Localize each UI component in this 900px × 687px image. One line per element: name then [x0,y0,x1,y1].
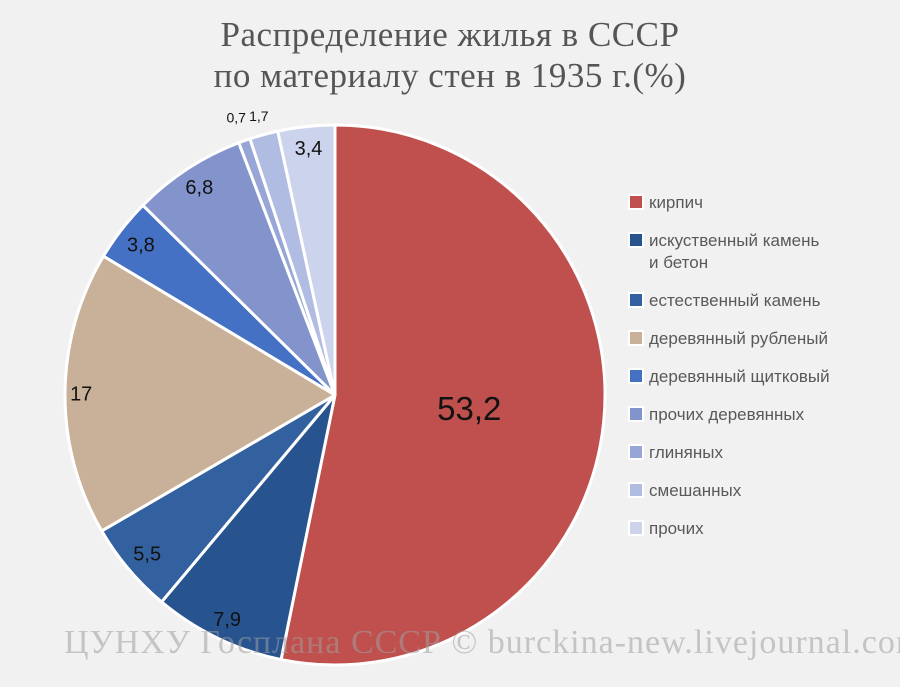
legend-label: прочих деревянных [649,405,805,424]
pie-slice [160,393,337,662]
slice-value-label: 0,7 [226,110,246,126]
legend-item: деревянный щитковый [630,366,892,388]
legend-label: естественный камень [649,291,821,310]
legend-swatch [630,294,642,306]
pie-slice [276,123,337,397]
legend-label: деревянный рубленый [649,329,828,348]
slice-value-label: 53,2 [437,390,501,427]
legend-item: прочих [630,518,892,540]
legend-swatch [630,446,642,458]
chart-title: Распределение жилья в СССР по материалу … [0,14,900,96]
legend-label: смешанных [649,481,742,500]
pie-slice [141,141,337,397]
slice-value-label: 1,7 [249,108,269,124]
legend-swatch [630,408,642,420]
legend-item: естественный камень [630,290,892,312]
legend-label: деревянный щитковый [649,367,830,386]
legend-label: искуственный камень и бетон [649,231,820,272]
watermark: ЦУНХУ Госплана СССР © burckina-new.livej… [64,624,900,661]
slice-value-label: 6,8 [185,177,213,199]
legend-label: глиняных [649,443,723,462]
legend-label: прочих [649,519,704,538]
legend-item: кирпич [630,192,892,214]
legend-item: прочих деревянных [630,404,892,426]
legend-item: глиняных [630,442,892,464]
legend-swatch [630,522,642,534]
legend-label: кирпич [649,193,703,212]
slice-value-label: 3,8 [127,234,155,256]
slice-value-label: 7,9 [213,609,241,631]
legend-item: смешанных [630,480,892,502]
chart-title-line1: Распределение жилья в СССР [220,15,680,54]
legend-swatch [630,234,642,246]
pie-slice [63,254,337,533]
legend-swatch [630,196,642,208]
slice-value-label: 17 [70,383,92,405]
legend-swatch [630,484,642,496]
legend-item: искуственный камень и бетон [630,230,892,274]
pie-slice [279,123,607,667]
legend: кирпич искуственный камень и бетон естеств… [630,192,892,540]
legend-item: деревянный рубленый [630,328,892,350]
slice-value-label: 5,5 [133,543,161,565]
legend-swatch [630,370,642,382]
slice-value-label: 3,4 [295,138,323,160]
chart-title-line2: по материалу стен в 1935 г.(%) [213,56,687,95]
legend-swatch [630,332,642,344]
